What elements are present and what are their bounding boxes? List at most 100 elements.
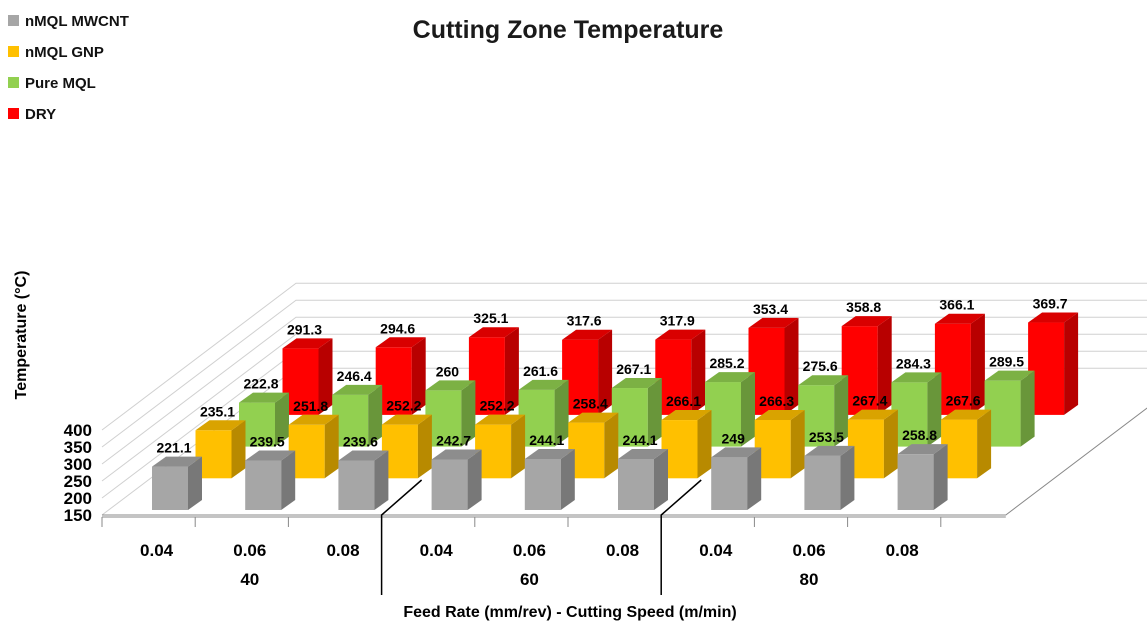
bar-side	[318, 338, 333, 415]
bar-front	[245, 460, 282, 510]
data-label-dry: 369.7	[1033, 296, 1068, 312]
bar-nmql-gnp	[754, 409, 805, 479]
bar-top	[468, 327, 519, 338]
bar-side	[927, 372, 942, 447]
bar-side	[933, 444, 948, 510]
bar-top	[245, 450, 296, 461]
y-tick-label: 150	[64, 506, 92, 525]
y-axis-title: Temperature (°C)	[13, 271, 30, 400]
bar-top	[798, 375, 849, 386]
data-label-dry: 317.9	[660, 313, 695, 329]
bar-front	[152, 466, 188, 510]
bar-front	[711, 457, 748, 510]
bar-side	[188, 456, 202, 510]
x-category-label: 0.04	[140, 541, 174, 560]
bar-side	[790, 409, 805, 479]
bar-side	[554, 379, 569, 447]
bar-nmql-gnp	[381, 414, 432, 479]
bar-side	[1064, 312, 1079, 415]
chart-title: Cutting Zone Temperature	[413, 16, 724, 44]
x-category-label: 0.06	[513, 541, 546, 560]
bar-top	[375, 337, 426, 348]
bar-nmql-mwcnt	[245, 450, 296, 510]
bar-top	[618, 449, 668, 460]
bar-side	[417, 414, 432, 479]
bar-nmql-gnp	[195, 420, 246, 479]
data-label-dry: 366.1	[939, 297, 974, 313]
bar-top	[847, 409, 898, 420]
bars	[152, 312, 1079, 510]
bar-nmql-mwcnt	[524, 449, 575, 510]
bar-side	[840, 445, 855, 510]
y-tick-label: 200	[64, 489, 92, 508]
bar-top	[661, 410, 712, 421]
bar-top	[804, 445, 855, 456]
bar-front	[897, 454, 934, 510]
bar-side	[691, 329, 706, 415]
bar-side	[411, 337, 426, 415]
bar-top	[1028, 312, 1079, 323]
bar-side	[504, 327, 519, 415]
bar-top	[984, 370, 1035, 381]
bar-side	[647, 378, 662, 447]
x-category-label: 0.08	[606, 541, 639, 560]
bar-side	[368, 384, 383, 447]
floor-outline	[102, 407, 1147, 516]
data-label-nmql-mwcnt: 239.6	[343, 433, 378, 449]
legend-swatch-nmql-gnp	[8, 46, 19, 57]
data-label-dry: 358.8	[846, 299, 881, 315]
x-category-label: 0.08	[326, 541, 359, 560]
group-separator	[660, 479, 702, 595]
bar-side	[511, 414, 526, 479]
bar-side	[977, 409, 992, 479]
bar-pure-mql	[425, 380, 476, 447]
bar-side	[877, 316, 892, 415]
bar-side	[560, 449, 575, 510]
bar-side	[834, 375, 849, 447]
y-tick-label: 350	[64, 438, 92, 457]
bar-side	[467, 449, 482, 510]
bar-side	[275, 392, 289, 447]
bar-nmql-mwcnt	[804, 445, 855, 510]
data-label-nmql-gnp: 258.4	[573, 396, 608, 412]
bar-pure-mql	[984, 370, 1035, 447]
legend-swatch-nmql-mwcnt	[8, 15, 19, 26]
bar-side	[598, 329, 613, 415]
x-category-label: 0.04	[699, 541, 733, 560]
bar-front	[431, 459, 468, 510]
bar-top	[195, 420, 246, 431]
bar-nmql-mwcnt	[711, 447, 762, 510]
data-label-nmql-gnp: 266.1	[666, 393, 701, 409]
bar-side	[281, 450, 296, 510]
data-label-pure-mql: 284.3	[896, 355, 931, 371]
bar-top	[934, 313, 985, 324]
bar-front	[618, 459, 654, 510]
bar-nmql-gnp	[475, 414, 526, 479]
bar-top	[425, 380, 476, 391]
bar-top	[431, 449, 482, 460]
bar-top	[754, 409, 805, 420]
bar-nmql-gnp	[661, 410, 712, 479]
bar-dry	[1028, 312, 1079, 415]
bar-side	[747, 447, 762, 510]
bar-top	[518, 379, 569, 390]
x-group-label: 80	[800, 570, 819, 589]
bar-nmql-mwcnt	[618, 449, 668, 510]
bar-top	[282, 338, 333, 349]
bar-side	[697, 410, 712, 479]
x-category-label: 0.08	[886, 541, 919, 560]
bar-top	[711, 447, 762, 458]
bar-side	[741, 372, 755, 447]
data-label-pure-mql: 289.5	[989, 354, 1024, 370]
legend: nMQL MWCNT nMQL GNP Pure MQL DRY	[8, 13, 129, 123]
data-label-nmql-gnp: 252.2	[386, 398, 421, 414]
legend-label-nmql-gnp: nMQL GNP	[25, 44, 104, 61]
group-separator	[380, 479, 423, 595]
data-label-nmql-mwcnt: 242.7	[436, 432, 471, 448]
bar-nmql-gnp	[288, 414, 339, 479]
bar-side	[883, 409, 898, 479]
data-label-dry: 325.1	[473, 310, 508, 326]
bar-side	[461, 380, 476, 447]
data-label-pure-mql: 275.6	[803, 358, 838, 374]
